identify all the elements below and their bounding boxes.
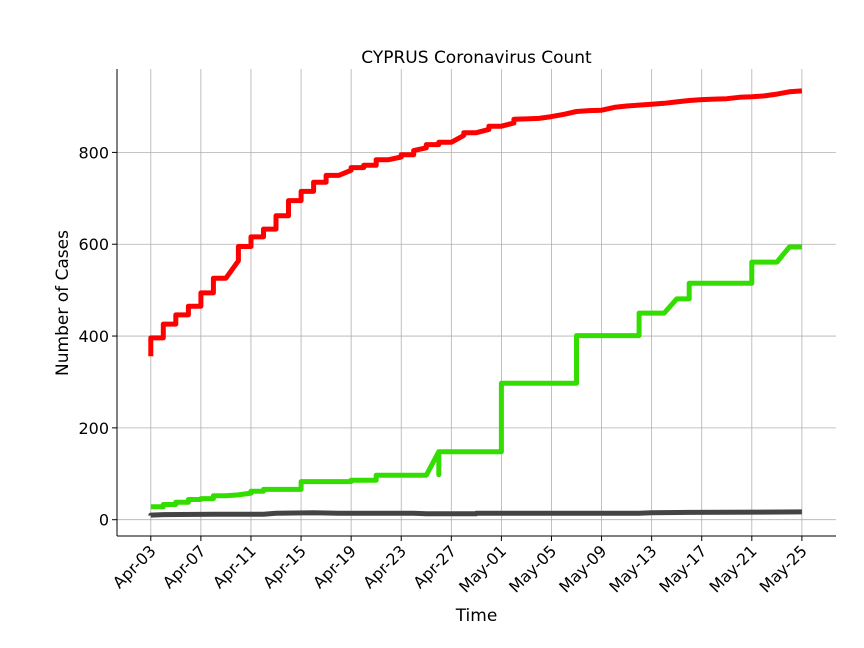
x-tick-label: May-25 (756, 541, 811, 596)
y-axis-title: Number of Cases (53, 230, 73, 376)
x-tick-label: May-17 (655, 541, 710, 596)
chart-title: CYPRUS Coronavirus Count (361, 48, 592, 68)
y-tick-label: 0 (99, 511, 109, 530)
x-tick-label: Apr-27 (409, 541, 460, 592)
x-tick-label: Apr-19 (309, 541, 360, 592)
x-tick-label: May-01 (455, 541, 510, 596)
x-axis-title: Time (455, 606, 498, 626)
ticks: Apr-03 Apr-07 Apr-11 Apr-15 Apr-19 Apr-23 Apr-… (78, 143, 810, 596)
grid (117, 69, 836, 536)
axes (116, 69, 836, 537)
x-tick-label: May-05 (505, 541, 560, 596)
x-tick-label: May-09 (555, 541, 610, 596)
x-tick-label: May-21 (706, 541, 761, 596)
y-tick-label: 200 (78, 419, 109, 438)
x-tick-label: Apr-03 (109, 541, 160, 592)
x-tick-label: Apr-15 (259, 541, 310, 592)
y-tick-label: 400 (78, 327, 109, 346)
y-tick-label: 800 (78, 143, 109, 162)
series-line-2 (150, 244, 802, 510)
y-tick-label: 600 (78, 235, 109, 254)
series-line-1 (148, 88, 803, 357)
x-tick-label: Apr-07 (159, 541, 210, 592)
x-tick-label: Apr-23 (359, 541, 410, 592)
series (148, 88, 803, 518)
x-tick-label: May-13 (605, 541, 660, 596)
x-tick-label: Apr-11 (209, 541, 260, 592)
series-line-3 (148, 509, 802, 518)
